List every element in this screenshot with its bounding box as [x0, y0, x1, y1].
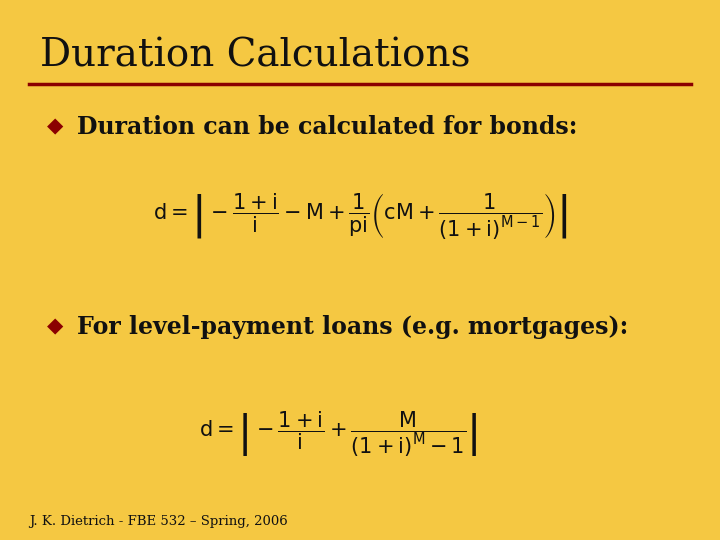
- Text: J. K. Dietrich - FBE 532 – Spring, 2006: J. K. Dietrich - FBE 532 – Spring, 2006: [29, 515, 287, 528]
- Text: ◆: ◆: [47, 117, 63, 137]
- Text: Duration Calculations: Duration Calculations: [40, 38, 470, 75]
- Text: For level-payment loans (e.g. mortgages):: For level-payment loans (e.g. mortgages)…: [77, 315, 629, 339]
- Text: ◆: ◆: [47, 316, 63, 337]
- Text: $\mathrm{d} = \left| -\dfrac{1+\mathrm{i}}{\mathrm{i}} + \dfrac{\mathrm{M}}{(1+\: $\mathrm{d} = \left| -\dfrac{1+\mathrm{i…: [199, 410, 477, 459]
- Text: $\mathrm{d} = \left| -\dfrac{1+\mathrm{i}}{\mathrm{i}} - \mathrm{M} + \dfrac{1}{: $\mathrm{d} = \left| -\dfrac{1+\mathrm{i…: [153, 191, 567, 241]
- Text: Duration can be calculated for bonds:: Duration can be calculated for bonds:: [77, 115, 577, 139]
